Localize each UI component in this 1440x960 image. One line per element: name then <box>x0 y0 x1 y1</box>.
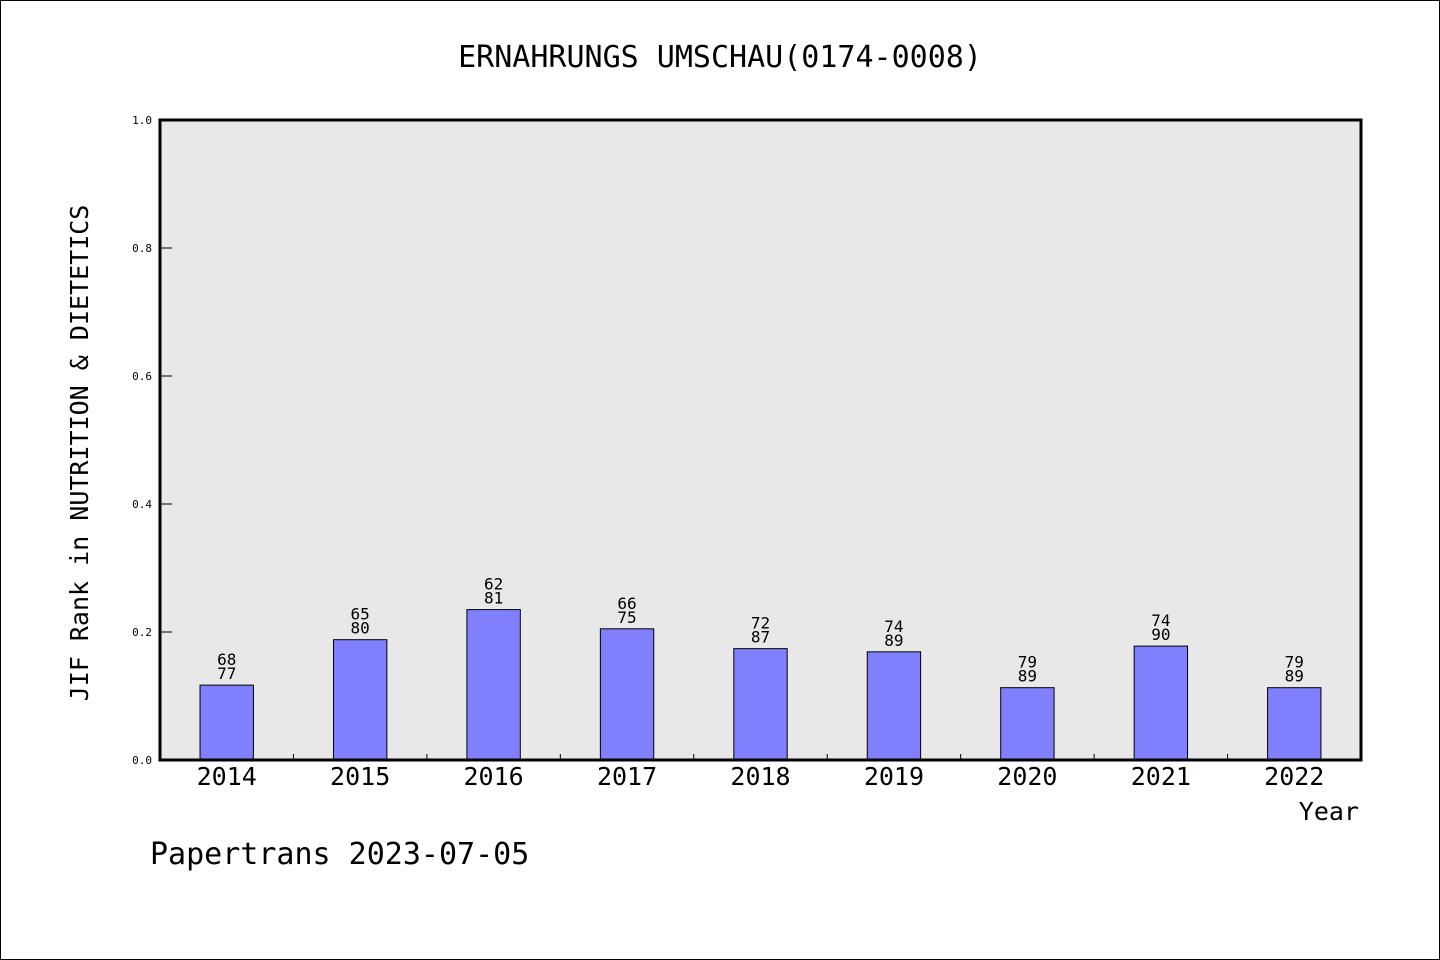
y-tick-label: 0.4 <box>132 498 152 511</box>
y-tick-label: 1.0 <box>132 114 152 127</box>
bar-total-label: 80 <box>351 619 370 638</box>
y-tick-label: 0.0 <box>132 754 152 767</box>
bar-2019 <box>866 651 922 761</box>
bar-rank-label: 74 <box>1151 611 1170 630</box>
bar-2021 <box>1133 645 1189 761</box>
bar-rank-label: 79 <box>1285 653 1304 672</box>
x-tick-label: 2016 <box>464 762 524 791</box>
bar-total-label: 77 <box>217 664 236 683</box>
bar-2015 <box>332 639 388 761</box>
y-tick-label: 0.8 <box>132 242 152 255</box>
x-axis-ticks: 2014 2015 2016 2017 2018 2019 2020 2021 2022 <box>197 754 1324 791</box>
bar-rank-label: 62 <box>484 575 503 594</box>
y-axis-ticks: 0.0 0.2 0.4 0.6 0.8 1.0 <box>132 114 172 767</box>
bar-rank-label: 65 <box>351 605 370 624</box>
bar-total-label: 90 <box>1151 625 1170 644</box>
y-axis-label: JIF Rank in NUTRITION & DIETETICS <box>65 205 94 702</box>
y-tick-label: 0.2 <box>132 626 152 639</box>
bar-2014 <box>199 684 254 761</box>
y-tick-label: 0.6 <box>132 370 152 383</box>
bar-2020 <box>1000 687 1055 761</box>
bars <box>199 609 1322 761</box>
bar-total-label: 89 <box>884 631 903 650</box>
bar-rank-label: 66 <box>617 594 636 613</box>
bar-total-label: 87 <box>751 628 770 647</box>
x-tick-label: 2021 <box>1131 762 1191 791</box>
x-tick-label: 2022 <box>1264 762 1324 791</box>
footer-credit: Papertrans 2023-07-05 <box>150 837 529 872</box>
x-tick-label: 2017 <box>597 762 657 791</box>
x-tick-label: 2018 <box>730 762 790 791</box>
x-tick-label: 2015 <box>330 762 390 791</box>
bar-total-label: 89 <box>1018 667 1037 686</box>
bar-total-label: 75 <box>617 608 636 627</box>
bar-2018 <box>733 648 788 761</box>
bar-total-label: 81 <box>484 589 503 608</box>
bar-2016 <box>466 609 521 761</box>
bar-2022 <box>1267 687 1322 761</box>
bar-rank-label: 68 <box>217 650 236 669</box>
x-axis-label: Year <box>1299 797 1359 826</box>
bar-rank-label: 72 <box>751 614 770 633</box>
x-tick-label: 2020 <box>997 762 1057 791</box>
bar-rank-label: 74 <box>884 617 903 636</box>
x-tick-label: 2014 <box>197 762 257 791</box>
bar-total-label: 89 <box>1285 667 1304 686</box>
bar-rank-label: 79 <box>1018 653 1037 672</box>
x-tick-label: 2019 <box>864 762 924 791</box>
plot-border <box>158 118 1363 762</box>
chart-title: ERNAHRUNGS UMSCHAU(0174-0008) <box>458 40 982 75</box>
bar-2017 <box>599 628 655 761</box>
